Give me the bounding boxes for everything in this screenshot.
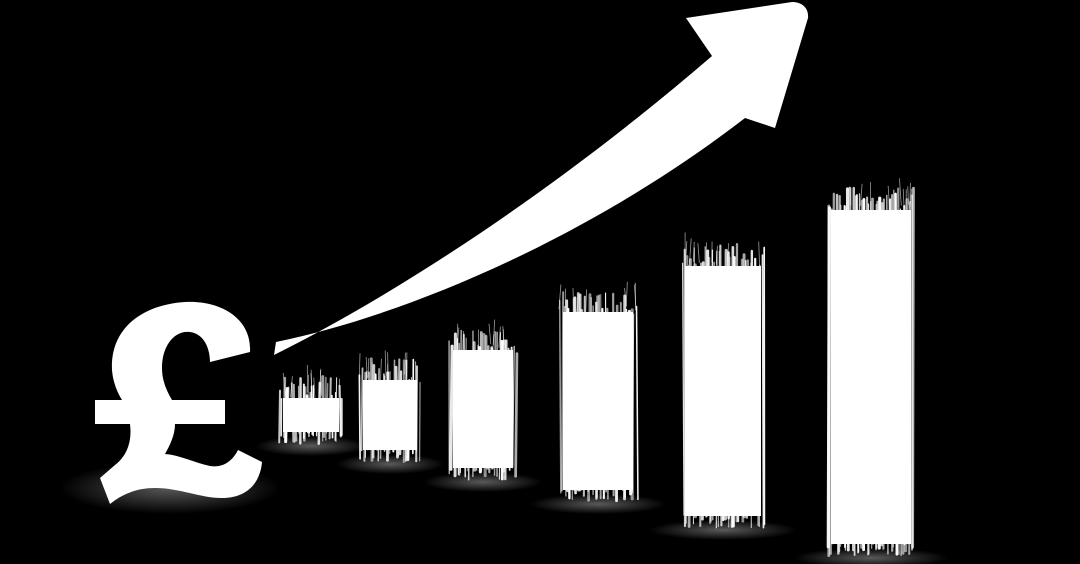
growth-bar-2 xyxy=(336,350,444,474)
growth-bar-5 xyxy=(649,232,797,540)
pound-sign-icon xyxy=(95,301,262,504)
bar-group xyxy=(255,178,949,564)
growth-bar-4 xyxy=(529,281,667,514)
growth-bar-3 xyxy=(423,319,543,492)
growth-bar-6 xyxy=(793,178,949,564)
growth-arrow-icon xyxy=(274,2,809,355)
growth-bar-1 xyxy=(255,365,367,456)
